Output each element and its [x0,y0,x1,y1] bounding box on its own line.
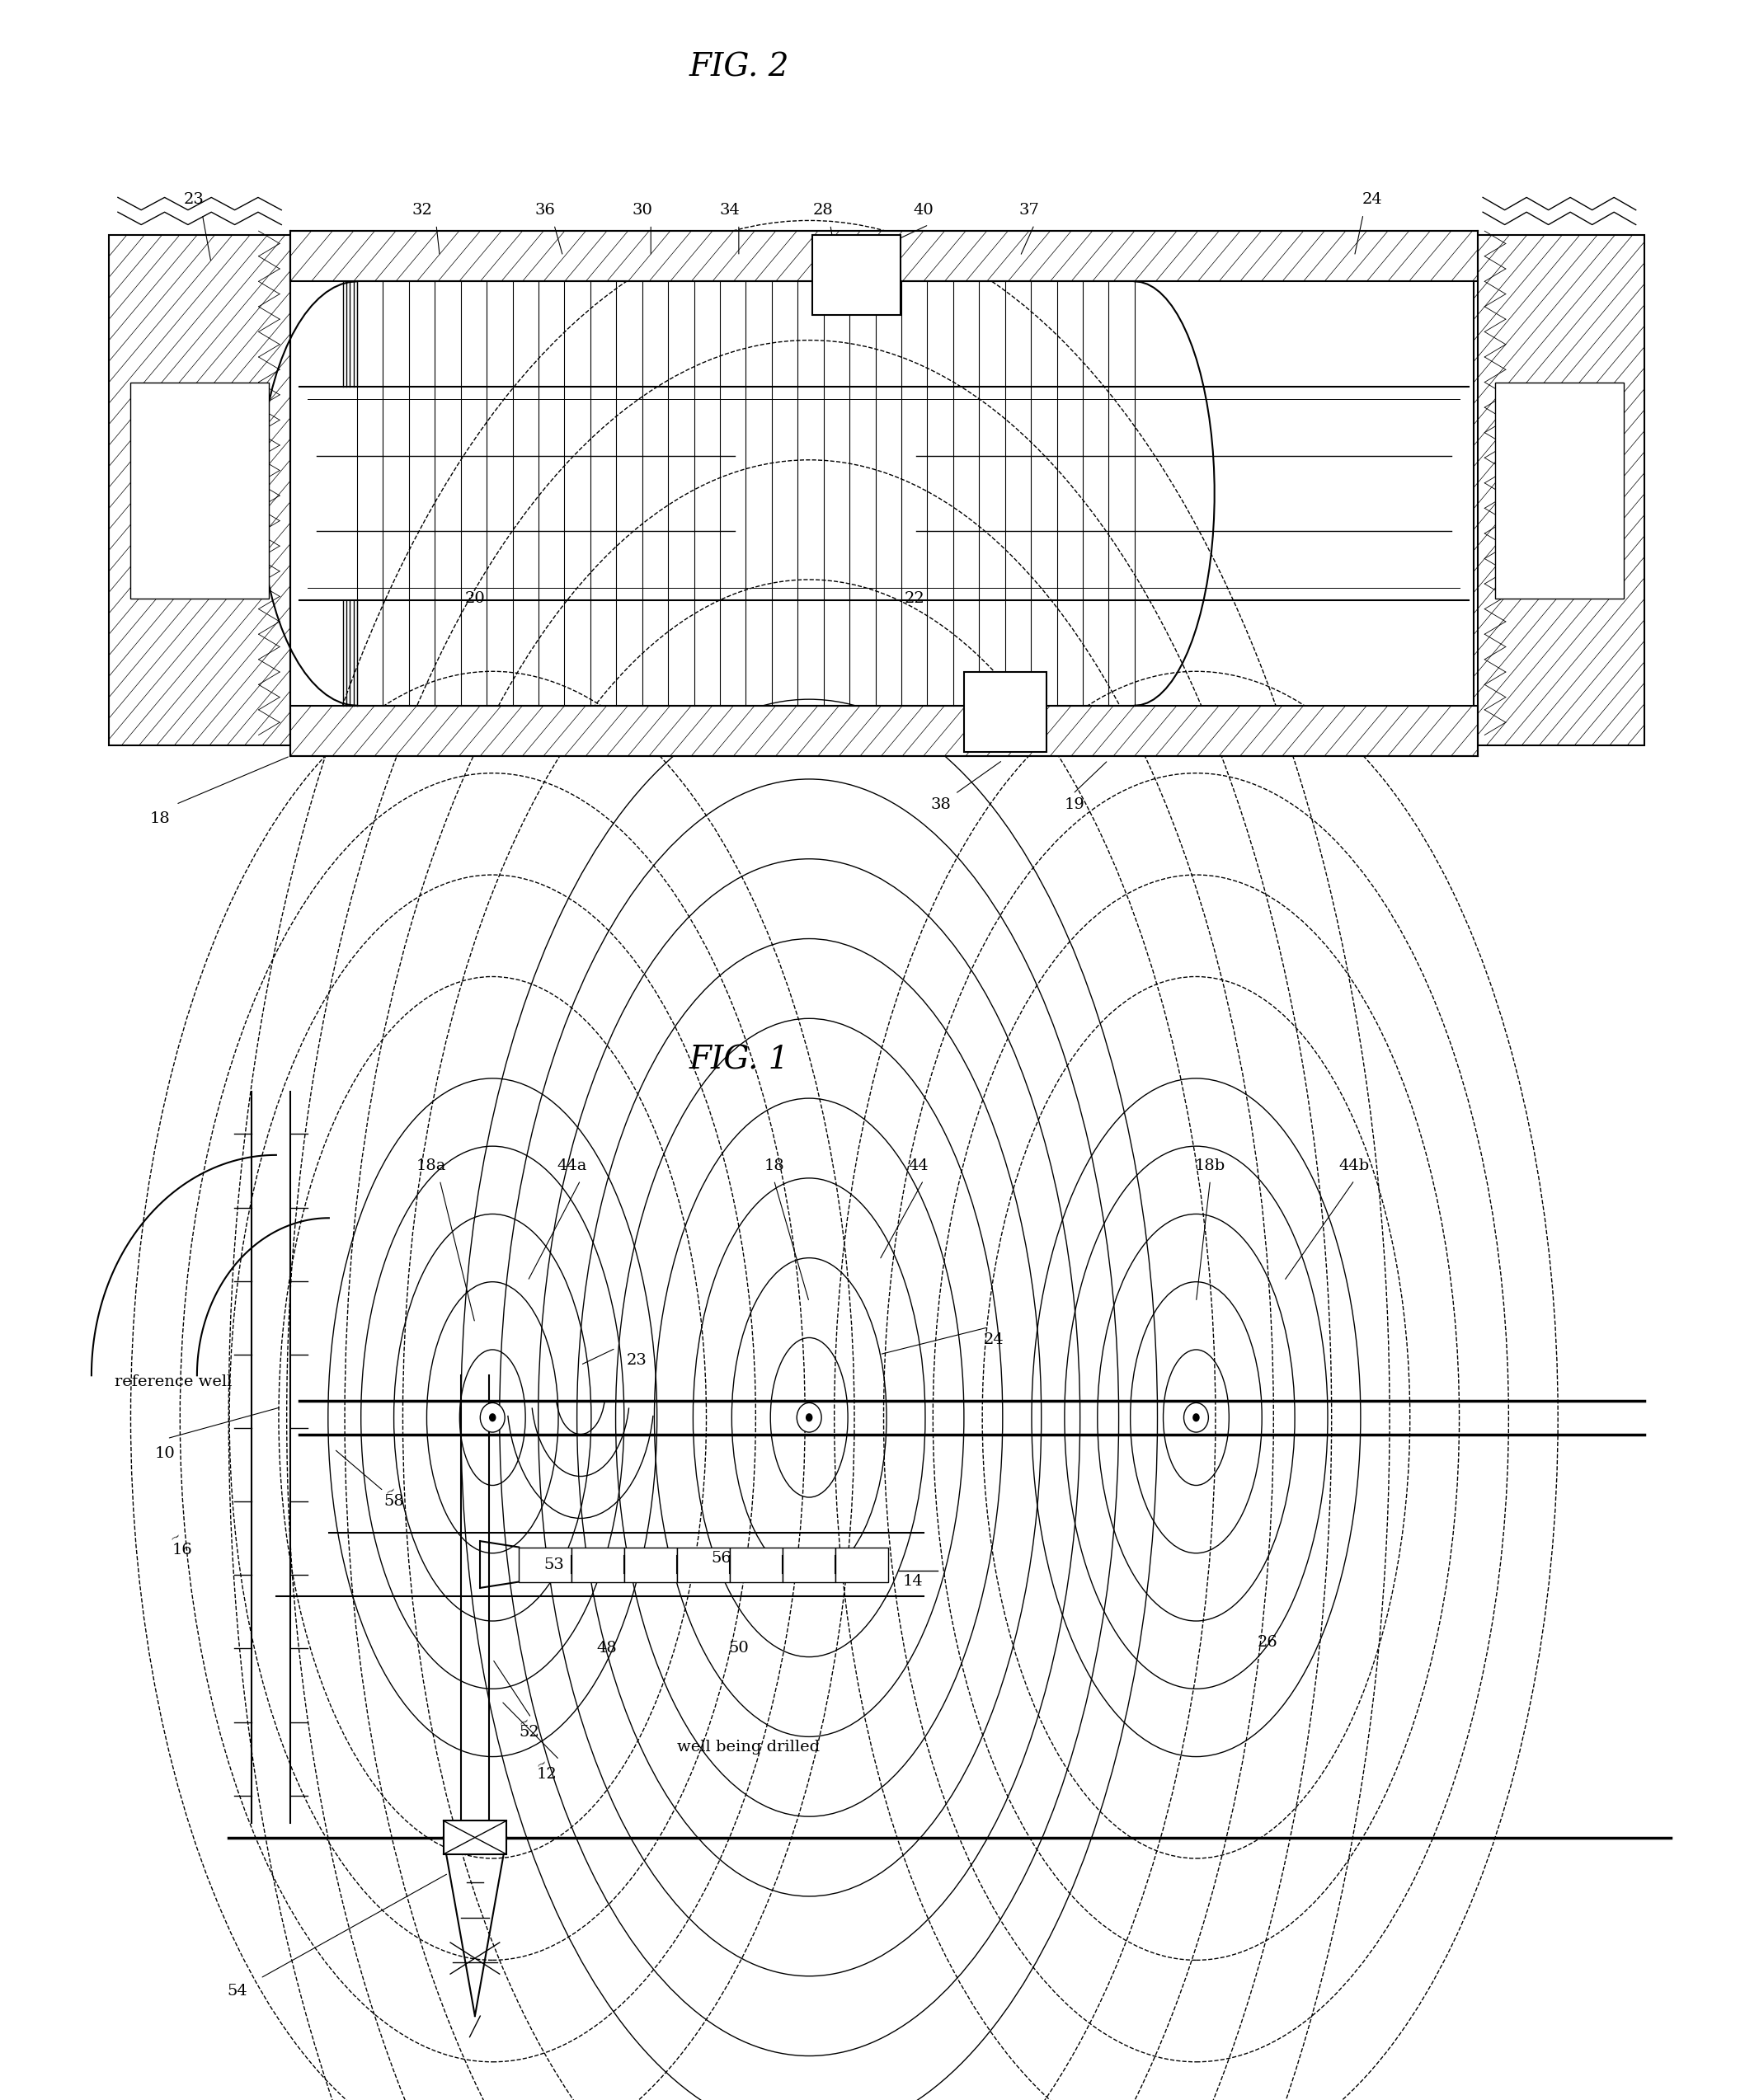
Text: 56: 56 [711,1550,732,1567]
Text: 10: 10 [155,1445,176,1462]
Bar [519,1548,572,1581]
Text: 54: 54 [227,1982,248,1999]
Text: 48: 48 [596,1640,617,1657]
Text: 12: 12 [536,1766,558,1783]
Text: 18: 18 [150,811,171,827]
Text: 32: 32 [412,202,433,218]
Text: FIG. 1: FIG. 1 [690,1046,788,1075]
Circle shape [1184,1403,1208,1432]
Text: 24: 24 [983,1331,1004,1348]
Text: 14: 14 [902,1573,923,1590]
Bar [443,1821,507,1854]
Text: 36: 36 [535,202,556,218]
Text: 20: 20 [464,590,485,607]
Circle shape [489,1413,496,1422]
Bar [572,1548,624,1581]
Bar [1495,382,1624,598]
Bar [290,706,1478,756]
Text: 23: 23 [183,191,204,208]
Text: 30: 30 [631,202,653,218]
Text: 34: 34 [719,202,741,218]
Text: 58: 58 [383,1493,405,1510]
Bar [964,672,1047,752]
Text: 18: 18 [763,1157,785,1174]
Text: 23: 23 [626,1352,647,1369]
Text: reference well: reference well [114,1373,232,1390]
Text: 44: 44 [908,1157,929,1174]
Bar [1474,235,1645,745]
Bar [109,235,290,745]
Text: 44b: 44b [1339,1157,1370,1174]
Text: ~: ~ [517,1714,531,1730]
Bar [677,1548,730,1581]
Text: 28: 28 [813,202,834,218]
Circle shape [1193,1413,1200,1422]
Text: well being drilled: well being drilled [677,1739,820,1756]
Text: 40: 40 [913,202,934,218]
Circle shape [797,1403,821,1432]
Text: ~: ~ [383,1483,398,1499]
Circle shape [806,1413,813,1422]
Text: 53: 53 [544,1556,565,1573]
Text: 38: 38 [931,796,952,813]
Text: 24: 24 [1361,191,1383,208]
Bar [730,1548,783,1581]
Text: ~: ~ [169,1529,183,1546]
Bar [130,382,269,598]
Bar [836,1548,888,1581]
Text: 18a: 18a [415,1157,447,1174]
Circle shape [480,1403,505,1432]
Text: 26: 26 [1258,1634,1279,1651]
Text: 50: 50 [728,1640,749,1657]
Bar [783,1548,836,1581]
Text: 18b: 18b [1194,1157,1226,1174]
Bar [813,235,901,315]
Text: 44a: 44a [556,1157,588,1174]
Text: 19: 19 [1064,796,1085,813]
Bar [624,1548,677,1581]
Text: FIG. 2: FIG. 2 [690,52,788,82]
Text: 37: 37 [1018,202,1040,218]
Text: 22: 22 [904,590,925,607]
Text: 52: 52 [519,1724,540,1741]
Text: ~: ~ [535,1756,549,1772]
Text: 16: 16 [172,1541,193,1558]
Bar [290,231,1478,281]
